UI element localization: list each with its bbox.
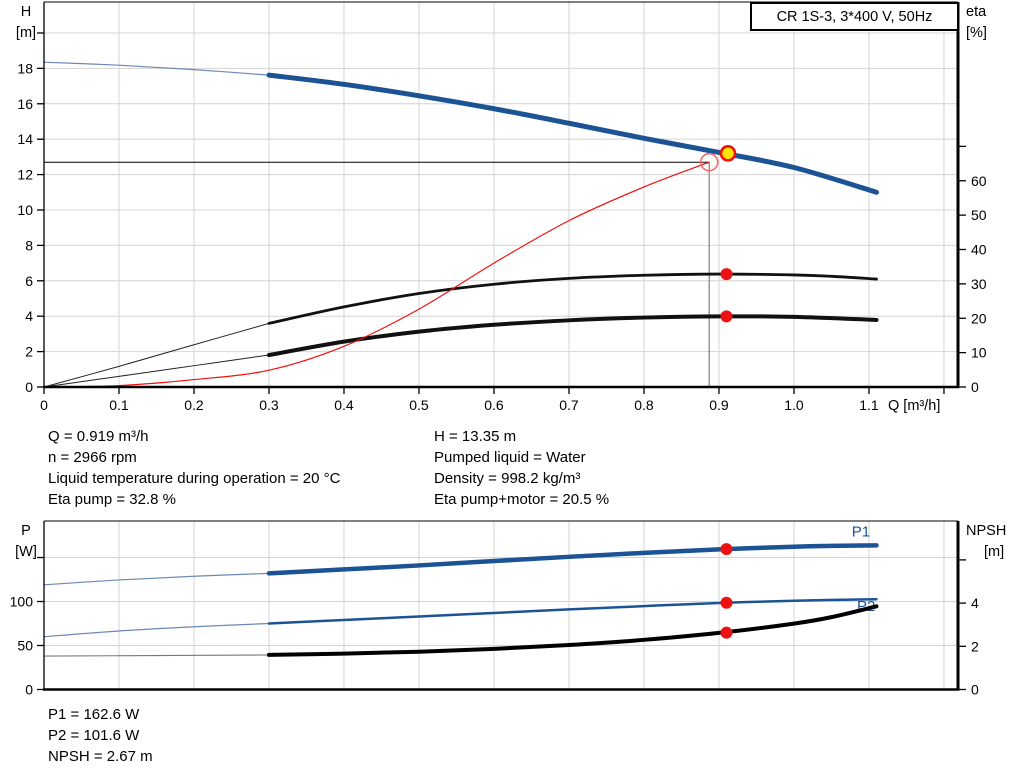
pump-model-title-box: CR 1S-3, 3*400 V, 50Hz [750, 2, 959, 31]
density-value: Density = 998.2 kg/m³ [434, 470, 581, 487]
left-axis-title: H [21, 4, 31, 20]
p1-curve-label: P1 [852, 523, 870, 540]
head-value: H = 13.35 m [434, 428, 517, 445]
right-tick-label: 60 [971, 173, 987, 189]
left-tick-label: 2 [25, 344, 33, 360]
npsh-curve [266, 604, 879, 657]
requested-duty-point [699, 152, 719, 172]
p2-value: P2 = 101.6 W [48, 727, 140, 744]
p1-value: P1 = 162.6 W [48, 706, 140, 723]
pump-model-title: CR 1S-3, 3*400 V, 50Hz [776, 8, 933, 25]
npsh-curve-low-flow [43, 654, 270, 657]
right-tick-label: 2 [971, 638, 979, 654]
p1-curve-low-flow [43, 572, 270, 586]
eta-pump-motor-curve [266, 314, 879, 358]
qh-eta-chart: 0 2 4 6 8 10 12 14 16 18 0 10 20 30 40 50 60 0 0.1 0.2 0.3 0.… [16, 1, 987, 414]
eta-pump-curve-low-flow [43, 322, 270, 388]
p2-curve-low-flow [43, 622, 270, 638]
right-tick-label: 10 [971, 345, 987, 361]
right-axis-title: eta [966, 4, 987, 20]
npsh-duty-marker [720, 626, 733, 639]
left-tick-label: 14 [17, 131, 33, 147]
qh-curve-low-flow [43, 61, 270, 76]
x-tick-label: 0.7 [559, 397, 579, 413]
right-tick-label: 0 [971, 379, 979, 395]
p2-duty-marker [720, 596, 733, 609]
eta-pump-motor-duty-marker [720, 310, 733, 323]
right-axis-unit: [m] [984, 544, 1004, 560]
right-tick-label: 20 [971, 310, 987, 326]
p1-curve [266, 543, 879, 576]
npsh-value: NPSH = 2.67 m [48, 748, 153, 765]
left-tick-label: 4 [25, 308, 33, 324]
x-tick-label: 0.6 [484, 397, 504, 413]
left-axis-unit: [W] [15, 544, 37, 560]
operating-data-right: H = 13.35 m Pumped liquid = Water Densit… [434, 426, 609, 510]
right-tick-label: 0 [971, 682, 979, 698]
left-tick-label: 50 [17, 638, 33, 654]
liquid-temperature-value: Liquid temperature during operation = 20… [48, 470, 341, 487]
x-axis-title: Q [m³/h] [888, 398, 940, 414]
operating-data-left: Q = 0.919 m³/h n = 2966 rpm Liquid tempe… [48, 426, 340, 510]
eta-pump-motor-curve-low-flow [43, 354, 270, 388]
right-axis-title: NPSH [966, 523, 1006, 539]
x-tick-label: 0.3 [259, 397, 279, 413]
left-tick-label: 16 [17, 96, 33, 112]
left-tick-label: 18 [17, 60, 33, 76]
actual-duty-point [719, 145, 737, 162]
x-tick-label: 0 [40, 397, 48, 413]
pumped-liquid-value: Pumped liquid = Water [434, 449, 586, 466]
x-tick-label: 1.1 [859, 397, 879, 413]
right-tick-label: 30 [971, 276, 987, 292]
speed-value: n = 2966 rpm [48, 449, 137, 466]
left-tick-label: 10 [17, 202, 33, 218]
x-tick-label: 0.1 [109, 397, 129, 413]
system-curve [43, 161, 710, 388]
power-data-block: P1 = 162.6 W P2 = 101.6 W NPSH = 2.67 m [48, 704, 153, 767]
left-tick-label: 12 [17, 167, 33, 183]
qh-curve [266, 72, 879, 195]
qh-eta-chart-grid [44, 2, 958, 387]
left-tick-label: 100 [10, 594, 34, 610]
left-tick-label: 0 [25, 379, 33, 395]
left-tick-label: 8 [25, 237, 33, 253]
right-tick-label: 40 [971, 242, 987, 258]
x-tick-label: 1.0 [784, 397, 804, 413]
left-tick-label: 6 [25, 273, 33, 289]
x-tick-label: 0.8 [634, 397, 654, 413]
right-axis-unit: [%] [966, 25, 987, 41]
eta-pump-value: Eta pump = 32.8 % [48, 491, 176, 508]
x-tick-label: 0.9 [709, 397, 729, 413]
left-axis-title: P [21, 523, 31, 539]
x-tick-label: 0.5 [409, 397, 429, 413]
eta-pump-motor-value: Eta pump+motor = 20.5 % [434, 491, 610, 508]
p1-duty-marker [720, 543, 733, 556]
left-axis-unit: [m] [16, 25, 36, 41]
x-tick-label: 0.4 [334, 397, 354, 413]
flow-value: Q = 0.919 m³/h [48, 428, 149, 445]
eta-pump-curve [267, 272, 878, 325]
left-tick-label: 0 [25, 682, 33, 698]
x-tick-label: 0.2 [184, 397, 204, 413]
eta-pump-duty-marker [720, 268, 733, 281]
p2-curve [267, 597, 878, 625]
right-tick-label: 4 [971, 595, 979, 611]
right-tick-label: 50 [971, 207, 987, 223]
